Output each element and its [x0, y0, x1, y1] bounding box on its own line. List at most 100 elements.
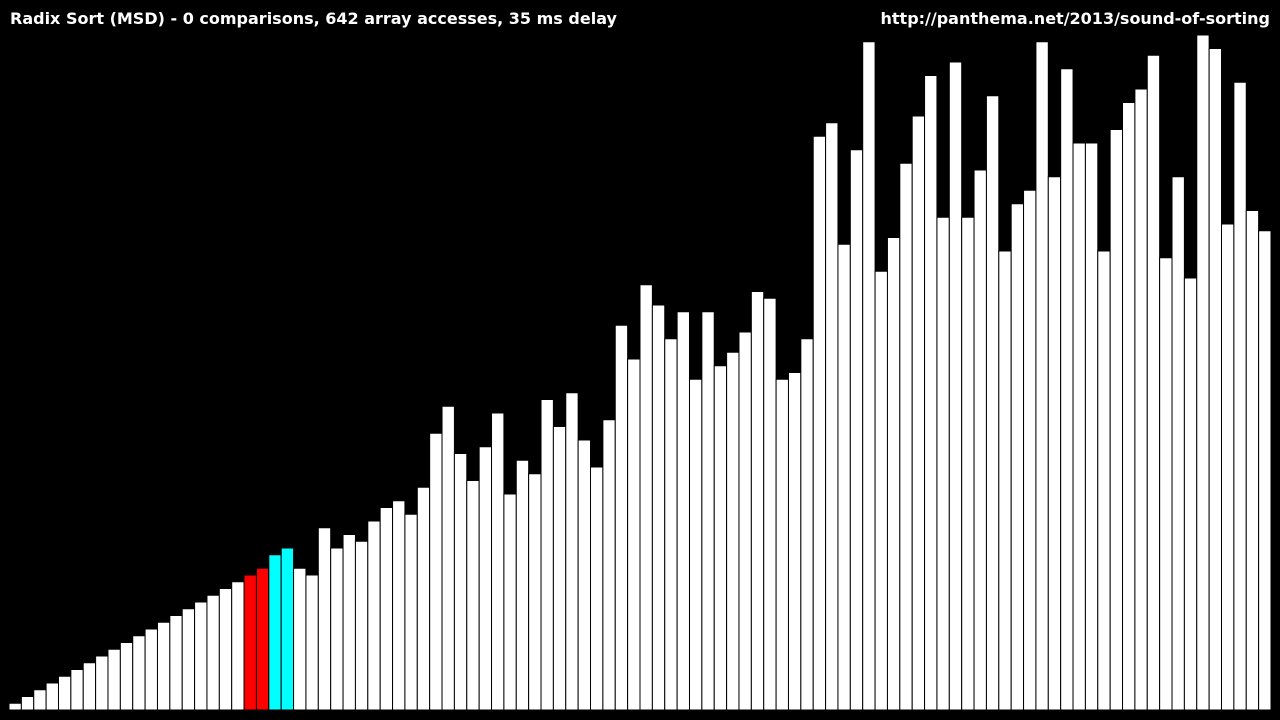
- array-bar: [800, 338, 814, 711]
- array-bar: [1047, 176, 1062, 711]
- array-bar: [255, 567, 270, 711]
- array-bar: [1084, 142, 1099, 711]
- array-bar: [924, 75, 938, 711]
- array-bar: [1171, 176, 1185, 711]
- array-bar: [664, 338, 678, 711]
- array-bar: [268, 554, 282, 711]
- array-bar: [132, 635, 146, 711]
- array-bar: [107, 648, 121, 711]
- array-bar: [886, 237, 901, 711]
- array-bar: [862, 41, 876, 711]
- array-bar: [961, 216, 975, 711]
- array-bar: [998, 250, 1012, 711]
- array-bar: [404, 513, 418, 711]
- array-bar: [441, 405, 455, 711]
- array-bar: [20, 696, 35, 711]
- array-bar: [1122, 102, 1136, 711]
- array-bar: [701, 311, 715, 711]
- array-bar: [738, 331, 752, 711]
- array-bar: [849, 149, 864, 711]
- array-bar: [825, 122, 839, 711]
- array-bar: [627, 358, 641, 711]
- array-bar: [1010, 203, 1025, 711]
- array-bar: [540, 399, 554, 711]
- array-bar: [330, 547, 344, 711]
- array-bar: [342, 534, 356, 711]
- array-bar: [750, 291, 765, 711]
- array-bar: [874, 270, 888, 711]
- array-bar: [57, 675, 72, 711]
- array-bar: [528, 473, 542, 711]
- array-bar: [1221, 223, 1235, 711]
- array-bar: [317, 527, 332, 711]
- array-bar: [416, 486, 431, 711]
- array-bar: [726, 351, 740, 711]
- array-bar: [194, 601, 208, 711]
- array-bar: [1023, 189, 1037, 711]
- array-bar: [429, 432, 443, 711]
- array-bar: [1183, 277, 1198, 711]
- array-bar: [1233, 81, 1247, 711]
- array-bar: [911, 115, 926, 711]
- array-bar: [119, 642, 134, 711]
- array-bar: [1035, 41, 1049, 711]
- array-bar: [491, 412, 505, 711]
- array-bar: [812, 135, 827, 711]
- array-bar: [1072, 142, 1086, 711]
- array-bar: [973, 169, 987, 711]
- array-bar: [1146, 54, 1161, 711]
- array-bar: [144, 628, 158, 711]
- array-bar: [280, 547, 295, 711]
- array-bar: [1245, 210, 1260, 711]
- array-bar: [1134, 88, 1148, 711]
- array-bar: [763, 297, 777, 711]
- array-bar: [651, 304, 666, 711]
- array-bar: [33, 689, 47, 711]
- array-bar: [466, 480, 480, 711]
- array-bar: [453, 453, 468, 711]
- source-url-text: http://panthema.net/2013/sound-of-sortin…: [880, 9, 1271, 28]
- array-bar: [985, 95, 1000, 711]
- array-bar: [156, 621, 171, 711]
- array-bar: [1258, 230, 1272, 711]
- array-bar: [169, 615, 183, 711]
- array-bar: [8, 702, 22, 711]
- array-bar: [899, 162, 913, 711]
- array-bar: [1196, 34, 1210, 711]
- array-bar: [354, 540, 369, 711]
- array-bar: [948, 61, 963, 711]
- array-bar: [837, 243, 851, 711]
- array-bar: [787, 372, 802, 711]
- array-bar: [379, 507, 394, 711]
- array-bar: [231, 581, 245, 711]
- array-bar: [243, 574, 257, 711]
- array-bar: [181, 608, 196, 711]
- array-bar: [1208, 48, 1223, 711]
- array-bar: [478, 446, 493, 711]
- array-bar: [82, 662, 97, 711]
- array-bar: [1109, 129, 1124, 711]
- array-bar: [676, 311, 690, 711]
- array-bar: [503, 493, 517, 711]
- array-bar: [577, 439, 592, 711]
- array-bar: [206, 594, 220, 711]
- array-bar: [639, 284, 653, 711]
- array-bar: [552, 426, 567, 711]
- array-bar: [1060, 68, 1074, 711]
- array-bar: [565, 392, 579, 711]
- array-bar: [1097, 250, 1111, 711]
- array-bar: [218, 588, 233, 711]
- array-bar: [1159, 257, 1173, 711]
- array-bar: [515, 459, 530, 711]
- array-bar: [614, 324, 629, 711]
- array-bar: [70, 669, 84, 711]
- array-bar: [775, 378, 789, 711]
- array-bar: [713, 365, 728, 711]
- array-bar: [305, 574, 319, 711]
- array-bar: [392, 500, 406, 711]
- array-bar: [688, 378, 703, 711]
- array-bar: [293, 567, 307, 711]
- algorithm-status-text: Radix Sort (MSD) - 0 comparisons, 642 ar…: [10, 9, 617, 28]
- array-bar: [602, 419, 616, 711]
